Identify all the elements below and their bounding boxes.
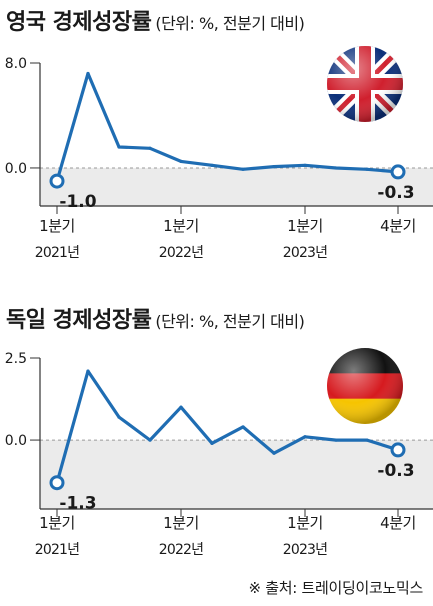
germany-xtick-year-label: 2023년	[283, 542, 328, 558]
germany-data-point	[117, 415, 121, 419]
uk-xtick-quarter-label: 4분기	[380, 217, 416, 235]
germany-data-point	[303, 435, 307, 439]
uk-negative-band	[40, 167, 433, 206]
uk-flag-icon	[327, 46, 403, 122]
germany-growth-panel: 독일 경제성장률 (단위: %, 전분기 대비) 2.5 0.0 -1.3 -0.3 1분…	[0, 298, 433, 570]
germany-data-point	[272, 451, 276, 455]
uk-data-point	[272, 165, 276, 169]
germany-negative-band	[40, 440, 433, 509]
germany-chart-title: 독일 경제성장률 (단위: %, 전분기 대비)	[6, 302, 305, 334]
uk-growth-panel: 영국 경제성장률 (단위: %, 전분기 대비) 8.0 0.0 -1.0 -0.3 1분…	[0, 0, 433, 290]
uk-endpoint-marker	[390, 164, 406, 180]
germany-ytick-label: 2.5	[5, 351, 27, 367]
germany-title-text: 독일 경제성장률	[6, 308, 152, 333]
uk-data-point	[334, 166, 338, 170]
uk-endpoint-marker	[49, 173, 65, 189]
germany-data-point	[334, 438, 338, 442]
uk-data-point	[86, 71, 90, 76]
uk-xtick-year-label: 2022년	[159, 245, 204, 261]
uk-data-point	[148, 146, 152, 150]
germany-ytick-label: 0.0	[5, 433, 27, 449]
uk-data-label: -0.3	[377, 183, 414, 203]
germany-flag-icon	[327, 348, 403, 424]
germany-xtick-quarter-label: 1분기	[287, 514, 323, 532]
uk-ytick-label: 8.0	[5, 56, 27, 72]
uk-data-point	[210, 163, 214, 167]
uk-data-point	[303, 163, 307, 167]
uk-xtick-year-label: 2021년	[35, 245, 80, 261]
germany-xtick-year-label: 2021년	[35, 542, 80, 558]
uk-xtick-quarter-label: 1분기	[39, 217, 75, 235]
uk-data-label: -1.0	[59, 192, 96, 212]
uk-data-point	[179, 159, 183, 163]
germany-xtick-quarter-label: 1분기	[163, 514, 199, 532]
germany-data-point	[241, 425, 245, 429]
uk-data-point	[241, 167, 245, 171]
germany-data-point	[148, 438, 152, 442]
germany-data-label: -1.3	[59, 494, 96, 514]
germany-xtick-year-label: 2022년	[159, 542, 204, 558]
source-note: ※ 출처: 트레이딩이코노믹스	[248, 579, 424, 597]
germany-data-point	[365, 438, 369, 442]
uk-line-chart: 8.0 0.0 -1.0 -0.3 1분기 2021년 1분기 2022년 1분기 2023년 4분…	[5, 46, 433, 261]
uk-ytick-label: 0.0	[5, 161, 27, 177]
uk-chart-title: 영국 경제성장률 (단위: %, 전분기 대비)	[6, 4, 305, 36]
germany-data-point	[179, 405, 183, 409]
germany-endpoint-marker	[390, 442, 406, 458]
germany-line-chart: 2.5 0.0 -1.3 -0.3 1분기 2021년 1분기 2022년 1분기 2023년 4분…	[5, 348, 433, 558]
germany-unit-text: (단위: %, 전분기 대비)	[155, 312, 305, 331]
uk-xtick-quarter-label: 1분기	[163, 217, 199, 235]
germany-xtick-quarter-label: 4분기	[380, 514, 416, 532]
germany-series-line	[55, 369, 400, 485]
uk-title-text: 영국 경제성장률	[6, 10, 152, 35]
germany-endpoint-marker	[49, 475, 65, 491]
germany-data-label: -0.3	[377, 461, 414, 481]
germany-xtick-quarter-label: 1분기	[39, 514, 75, 532]
germany-data-point	[86, 369, 90, 373]
uk-series-line	[55, 71, 400, 183]
uk-xtick-year-label: 2023년	[283, 245, 328, 261]
uk-data-point	[117, 145, 121, 149]
uk-unit-text: (단위: %, 전분기 대비)	[155, 14, 305, 33]
uk-xtick-quarter-label: 1분기	[287, 217, 323, 235]
uk-data-point	[365, 167, 369, 171]
germany-data-point	[210, 441, 214, 445]
